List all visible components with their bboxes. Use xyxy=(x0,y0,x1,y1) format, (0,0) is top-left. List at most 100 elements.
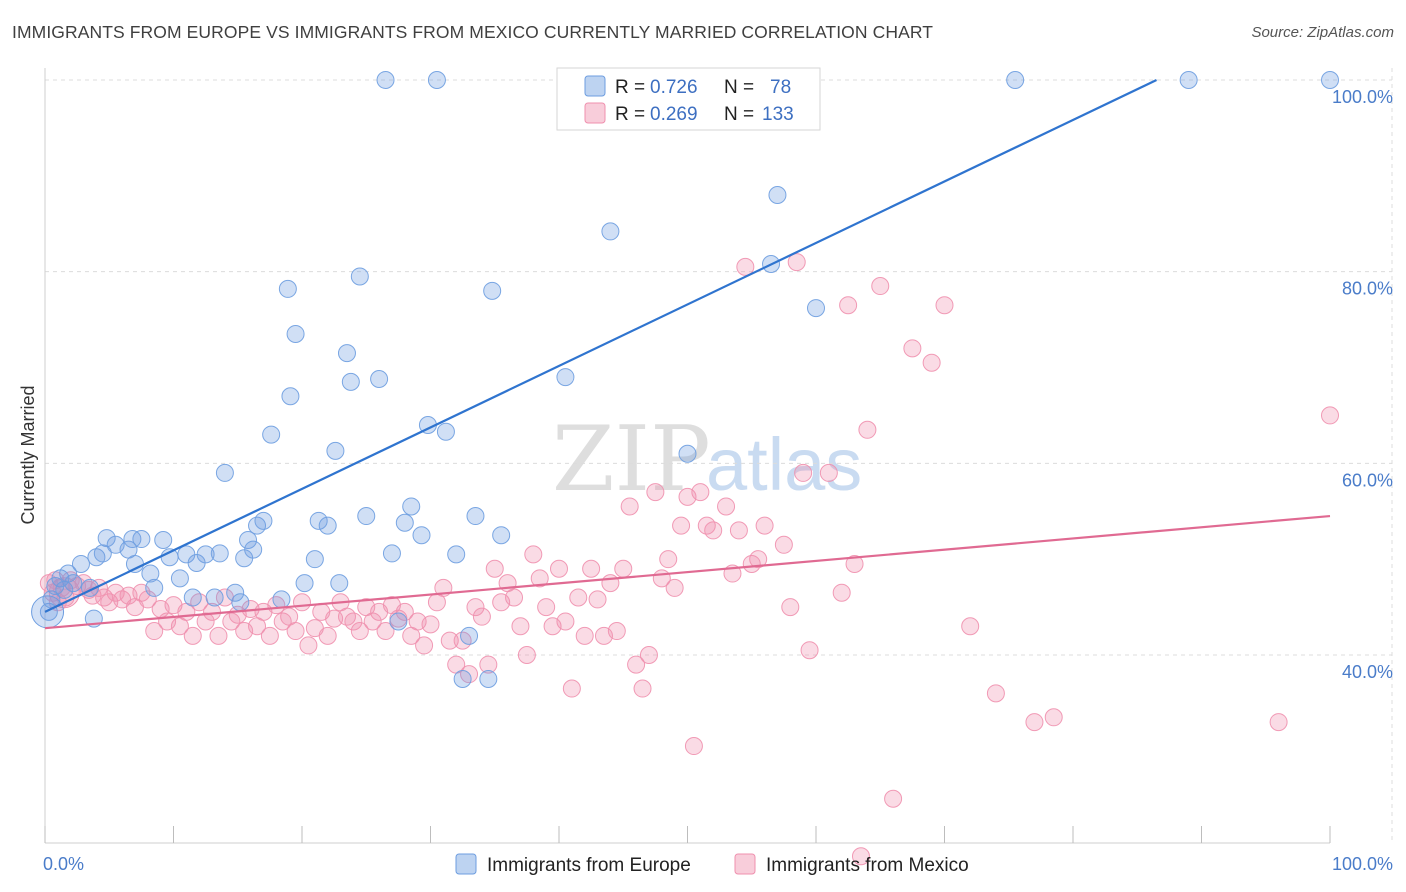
data-point-mexico xyxy=(749,550,768,569)
data-point-mexico xyxy=(530,569,549,588)
data-point-europe xyxy=(210,544,229,563)
y-tick-label: 100.0% xyxy=(1332,87,1393,107)
data-point-mexico xyxy=(1321,406,1339,425)
data-point-mexico xyxy=(376,622,395,641)
data-point-europe xyxy=(483,281,502,300)
data-point-europe xyxy=(395,513,414,532)
data-point-europe xyxy=(141,564,160,583)
data-point-europe xyxy=(272,590,291,609)
data-point-europe xyxy=(341,372,360,391)
data-point-mexico xyxy=(684,737,703,756)
data-point-mexico xyxy=(466,598,485,617)
data-point-mexico xyxy=(344,612,363,631)
data-point-europe xyxy=(402,497,421,516)
chart-title: IMMIGRANTS FROM EUROPE VS IMMIGRANTS FRO… xyxy=(12,22,934,42)
data-point-mexico xyxy=(95,588,114,607)
data-point-mexico xyxy=(781,598,800,617)
data-point-europe xyxy=(1006,71,1025,89)
data-point-europe xyxy=(357,507,376,526)
data-point-mexico xyxy=(646,483,665,502)
data-point-mexico xyxy=(704,521,723,540)
stats-legend-r-value-mexico: 0.269 xyxy=(650,104,698,125)
data-point-europe-cluster xyxy=(31,595,65,629)
data-point-mexico xyxy=(627,655,646,674)
data-point-mexico xyxy=(672,516,691,535)
data-point-europe xyxy=(337,344,356,363)
data-point-europe xyxy=(447,545,466,564)
data-point-europe xyxy=(479,669,498,688)
y-tick-label: 60.0% xyxy=(1342,470,1393,490)
legend-label-europe: Immigrants from Europe xyxy=(487,855,691,876)
data-point-mexico xyxy=(350,622,369,641)
data-point-mexico xyxy=(607,622,626,641)
stats-legend-r-label-mexico: R = xyxy=(615,104,645,125)
data-point-europe xyxy=(170,569,189,588)
data-point-mexico xyxy=(922,353,941,372)
data-point-mexico xyxy=(755,516,774,535)
data-point-europe xyxy=(326,441,345,460)
data-point-mexico xyxy=(832,583,851,602)
axes xyxy=(44,68,1331,844)
data-point-mexico xyxy=(537,598,556,617)
data-point-mexico xyxy=(299,636,318,655)
data-point-mexico xyxy=(986,684,1005,703)
data-point-mexico xyxy=(472,607,491,626)
data-point-europe xyxy=(71,554,90,573)
stats-legend-swatch-europe xyxy=(584,75,606,97)
series-mexico-points xyxy=(39,253,1339,866)
data-point-europe xyxy=(350,267,369,286)
data-point-mexico xyxy=(903,339,922,358)
watermark: ZIP atlas xyxy=(552,407,862,512)
data-point-europe xyxy=(601,222,620,241)
data-point-europe xyxy=(281,387,300,406)
data-point-mexico xyxy=(196,612,215,631)
data-point-mexico xyxy=(691,483,710,502)
data-point-mexico xyxy=(601,574,620,593)
stats-legend-n-label-europe: N = xyxy=(724,77,754,98)
data-point-mexico xyxy=(787,253,806,272)
data-point-mexico xyxy=(415,636,434,655)
data-point-europe xyxy=(286,324,305,343)
trend-line-europe xyxy=(44,79,1157,613)
data-point-europe xyxy=(1179,71,1198,89)
data-point-europe xyxy=(376,71,395,89)
data-point-mexico xyxy=(819,463,838,482)
tick-labels: 40.0% 60.0% 80.0% 100.0% 0.0% 100.0% xyxy=(43,87,1393,874)
data-point-mexico xyxy=(665,578,684,597)
data-point-mexico xyxy=(845,554,864,573)
data-point-europe xyxy=(427,71,446,89)
data-point-mexico xyxy=(717,497,736,516)
stats-legend-n-value-europe: 78 xyxy=(770,77,791,98)
legend-swatch-europe xyxy=(455,853,477,875)
data-point-mexico xyxy=(588,590,607,609)
data-point-mexico xyxy=(511,617,530,636)
data-point-europe xyxy=(239,531,258,549)
data-point-europe xyxy=(278,279,297,298)
data-point-mexico xyxy=(961,617,980,636)
data-point-mexico xyxy=(1269,713,1288,732)
data-point-mexico xyxy=(260,626,279,645)
data-point-mexico xyxy=(183,626,202,645)
trend-line-mexico xyxy=(44,514,1331,630)
data-point-europe xyxy=(262,425,281,444)
data-point-europe xyxy=(254,511,273,530)
data-point-mexico xyxy=(614,559,633,578)
data-point-europe xyxy=(309,511,328,530)
legend-label-mexico: Immigrants from Mexico xyxy=(766,855,969,876)
data-point-europe xyxy=(768,186,787,204)
data-point-mexico xyxy=(485,559,504,578)
data-point-europe xyxy=(215,463,234,482)
bottom-legend: Immigrants from Europe Immigrants from M… xyxy=(455,853,969,876)
data-point-mexico xyxy=(858,420,877,439)
x-tick-label: 0.0% xyxy=(43,854,84,874)
stats-legend-box xyxy=(556,67,821,131)
data-point-mexico xyxy=(524,545,543,564)
stats-legend-n-label-mexico: N = xyxy=(724,104,754,125)
data-point-europe xyxy=(556,368,575,387)
data-point-europe xyxy=(205,588,224,607)
data-point-europe xyxy=(318,516,337,535)
chart-source: Source: ZipAtlas.com xyxy=(1251,24,1394,41)
data-point-mexico xyxy=(659,550,678,569)
data-point-mexico xyxy=(575,626,594,645)
